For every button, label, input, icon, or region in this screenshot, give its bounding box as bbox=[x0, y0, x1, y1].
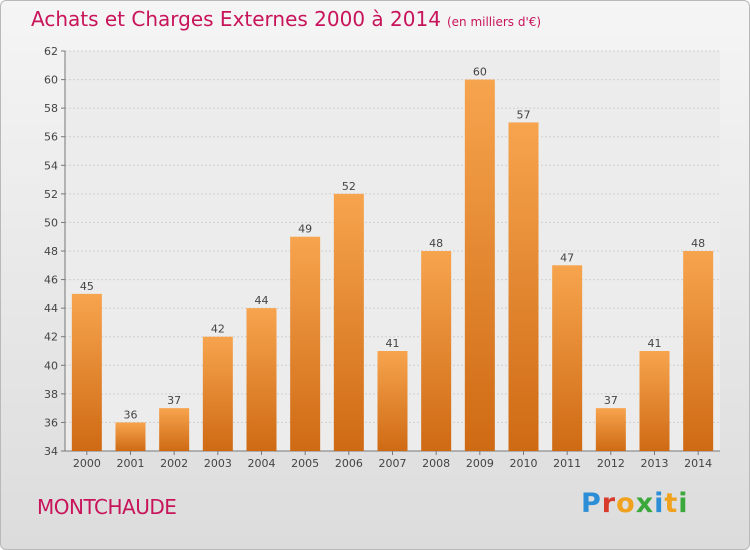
bar bbox=[159, 408, 190, 451]
y-tick-label: 52 bbox=[44, 188, 58, 201]
x-tick-label: 2006 bbox=[335, 457, 363, 470]
bar bbox=[464, 79, 495, 452]
x-tick-label: 2014 bbox=[684, 457, 712, 470]
y-tick-label: 40 bbox=[44, 359, 58, 372]
data-label: 57 bbox=[517, 108, 531, 121]
bar bbox=[508, 122, 539, 451]
data-label: 37 bbox=[167, 394, 181, 407]
chart-subtitle: (en milliers d'€) bbox=[446, 15, 542, 29]
logo-letter: r bbox=[601, 488, 617, 519]
x-tick-label: 2010 bbox=[510, 457, 538, 470]
bar bbox=[377, 351, 408, 451]
x-tick-label: 2001 bbox=[117, 457, 145, 470]
x-tick-label: 2009 bbox=[466, 457, 494, 470]
data-label: 41 bbox=[648, 337, 662, 350]
commune-name: MONTCHAUDE bbox=[37, 495, 177, 519]
data-label: 36 bbox=[124, 408, 138, 421]
bar bbox=[683, 251, 714, 451]
bar bbox=[115, 422, 146, 451]
x-tick-label: 2005 bbox=[291, 457, 319, 470]
x-tick-label: 2002 bbox=[160, 457, 188, 470]
x-tick-label: 2004 bbox=[248, 457, 276, 470]
data-label: 47 bbox=[560, 251, 574, 264]
data-label: 52 bbox=[342, 180, 356, 193]
proxiti-logo: Proxiti bbox=[581, 488, 689, 519]
x-tick-label: 2013 bbox=[641, 457, 669, 470]
data-label: 49 bbox=[298, 223, 312, 236]
data-label: 44 bbox=[255, 294, 269, 307]
y-tick-label: 34 bbox=[44, 445, 58, 458]
x-tick-label: 2012 bbox=[597, 457, 625, 470]
y-tick-label: 38 bbox=[44, 388, 58, 401]
chart-title-text: Achats et Charges Externes 2000 à 2014 bbox=[31, 7, 441, 31]
bar bbox=[246, 308, 277, 451]
logo-letter: P bbox=[581, 488, 602, 519]
y-tick-label: 54 bbox=[44, 159, 58, 172]
x-tick-label: 2011 bbox=[553, 457, 581, 470]
bar bbox=[71, 293, 102, 451]
logo-letter: o bbox=[616, 488, 636, 519]
logo-letter: i bbox=[678, 488, 689, 519]
data-label: 37 bbox=[604, 394, 618, 407]
bar bbox=[595, 408, 626, 451]
data-label: 48 bbox=[691, 237, 705, 250]
y-tick-label: 48 bbox=[44, 245, 58, 258]
y-tick-label: 36 bbox=[44, 416, 58, 429]
logo-letter: x bbox=[635, 488, 655, 519]
y-tick-label: 62 bbox=[44, 45, 58, 58]
y-tick-label: 50 bbox=[44, 216, 58, 229]
data-label: 42 bbox=[211, 323, 225, 336]
y-tick-label: 60 bbox=[44, 74, 58, 87]
y-tick-label: 44 bbox=[44, 302, 58, 315]
y-tick-label: 42 bbox=[44, 331, 58, 344]
bar bbox=[421, 251, 452, 451]
data-label: 41 bbox=[386, 337, 400, 350]
chart-title: Achats et Charges Externes 2000 à 2014 (e… bbox=[31, 7, 541, 31]
x-tick-label: 2003 bbox=[204, 457, 232, 470]
data-label: 45 bbox=[80, 280, 94, 293]
logo-letter: i bbox=[654, 488, 665, 519]
bar bbox=[333, 193, 364, 451]
x-tick-label: 2008 bbox=[422, 457, 450, 470]
y-tick-label: 46 bbox=[44, 274, 58, 287]
data-label: 48 bbox=[429, 237, 443, 250]
bar bbox=[552, 265, 583, 451]
bar bbox=[639, 351, 670, 451]
bar bbox=[290, 236, 321, 451]
x-tick-label: 2007 bbox=[379, 457, 407, 470]
logo-letter: t bbox=[664, 488, 679, 519]
data-label: 60 bbox=[473, 66, 487, 79]
y-tick-label: 58 bbox=[44, 102, 58, 115]
y-tick-label: 56 bbox=[44, 131, 58, 144]
x-tick-label: 2000 bbox=[73, 457, 101, 470]
bar bbox=[202, 336, 233, 451]
